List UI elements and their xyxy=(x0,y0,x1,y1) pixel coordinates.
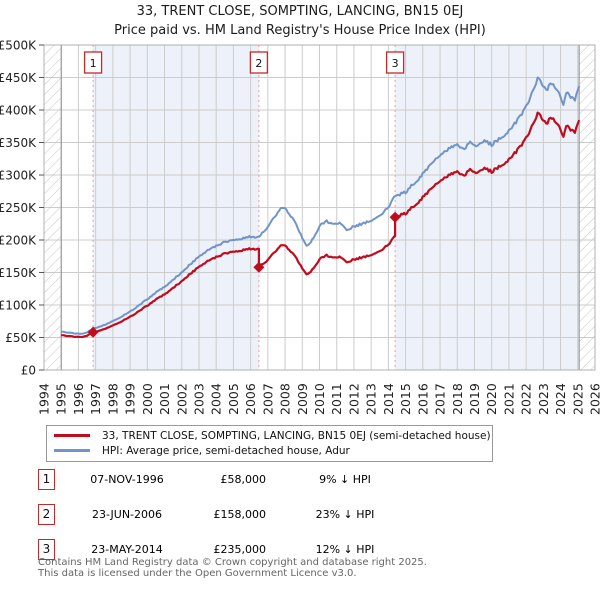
x-axis-tick-label: 2001 xyxy=(157,383,172,415)
legend-swatch-property-line xyxy=(54,433,90,437)
price-history-line-chart: £0 £50K £100K £150K £200K £250K £300K £350K £400… xyxy=(0,39,600,416)
sale-number-flag-label: 3 xyxy=(392,57,399,70)
footer-line-2: This data is licensed under the Open Gov… xyxy=(38,567,357,579)
x-axis-tick-label: 2026 xyxy=(588,383,600,415)
sale-point-diamond xyxy=(253,261,265,273)
sale-date: 23-JUN-2006 xyxy=(91,508,163,521)
sale-number-badge: 1 xyxy=(38,469,55,490)
x-axis-tick-label: 2008 xyxy=(278,383,293,415)
x-axis-tick-label: 2022 xyxy=(519,383,534,415)
sale-hpi-diff: 23% ↓ HPI xyxy=(315,508,375,521)
y-axis-tick-label: £450K xyxy=(0,71,37,85)
footer-line-1: Contains HM Land Registry data © Crown c… xyxy=(38,557,427,568)
sale-number-flag xyxy=(385,51,405,74)
legend-swatch-hpi-line xyxy=(54,448,90,452)
x-axis-tick-label: 2017 xyxy=(433,383,448,415)
x-axis-tick-label: 2002 xyxy=(174,383,189,415)
x-axis-tick-label: 2011 xyxy=(329,383,344,415)
y-axis-tick-label: £300K xyxy=(0,169,37,183)
y-axis-tick-label: £200K xyxy=(0,234,37,248)
x-axis-tick-label: 2018 xyxy=(450,383,465,415)
sale-number-flag-label: 1 xyxy=(90,57,97,70)
x-axis-tick-label: 2004 xyxy=(209,383,224,415)
sale-point-diamond xyxy=(87,326,99,338)
x-axis-tick-label: 1999 xyxy=(123,383,138,415)
x-axis-tick-label: 2025 xyxy=(570,383,585,415)
x-axis-tick-label: 2015 xyxy=(398,383,413,415)
sale-number-badge: 2 xyxy=(38,504,55,525)
chart-legend: 33, TRENT CLOSE, SOMPTING, LANCING, BN15… xyxy=(46,425,493,462)
page-title: 33, TRENT CLOSE, SOMPTING, LANCING, BN15… xyxy=(136,4,464,19)
x-axis-tick-label: 2003 xyxy=(191,383,206,415)
sale-price: £58,000 xyxy=(220,473,267,486)
x-axis-tick-label: 2021 xyxy=(501,383,516,415)
x-axis-tick-label: 2023 xyxy=(536,383,551,415)
x-axis-tick-label: 2024 xyxy=(553,383,568,415)
x-axis-tick-label: 2007 xyxy=(260,383,275,415)
sale-row-1: 1 07-NOV-1996 £58,000 9% ↓ HPI xyxy=(0,469,600,491)
sale-number-flag-label: 2 xyxy=(255,57,262,70)
y-axis-tick-label: £250K xyxy=(0,201,37,215)
no-data-hatched-region xyxy=(44,45,62,370)
y-axis-tick-label: £50K xyxy=(5,331,37,345)
x-axis-tick-label: 2020 xyxy=(484,383,499,415)
x-axis-tick-label: 1996 xyxy=(71,383,86,415)
x-axis-tick-label: 2019 xyxy=(467,383,482,415)
legend-item-property: 33, TRENT CLOSE, SOMPTING, LANCING, BN15… xyxy=(47,429,492,444)
x-axis-tick-label: 2000 xyxy=(140,383,155,415)
sale-price: £158,000 xyxy=(213,508,267,521)
x-axis-tick-label: 2016 xyxy=(415,383,430,415)
sale-price: £235,000 xyxy=(213,543,267,556)
x-axis-tick-label: 1994 xyxy=(37,383,52,415)
sale-point-diamond xyxy=(389,211,401,223)
sale-row-2: 2 23-JUN-2006 £158,000 23% ↓ HPI xyxy=(0,504,600,526)
y-axis-tick-label: £350K xyxy=(0,136,37,150)
x-axis-tick-label: 2009 xyxy=(295,383,310,415)
legend-label-property: 33, TRENT CLOSE, SOMPTING, LANCING, BN15… xyxy=(102,430,491,442)
sale-number-flag xyxy=(249,51,269,74)
y-axis-tick-label: £400K xyxy=(0,104,37,118)
sale-date: 07-NOV-1996 xyxy=(90,473,164,486)
x-axis-tick-label: 2012 xyxy=(346,383,361,415)
page-subtitle: Price paid vs. HM Land Registry's House … xyxy=(114,23,486,38)
x-axis-tick-label: 2010 xyxy=(312,383,327,415)
y-axis-tick-label: £500K xyxy=(0,39,37,53)
y-axis-tick-label: £0 xyxy=(21,364,36,378)
sale-hpi-diff: 9% ↓ HPI xyxy=(319,473,371,486)
y-axis-tick-label: £150K xyxy=(0,266,37,280)
legend-item-hpi: HPI: Average price, semi-detached house,… xyxy=(47,444,492,459)
sale-row-3: 3 23-MAY-2014 £235,000 12% ↓ HPI xyxy=(0,539,600,561)
no-data-hatched-region xyxy=(579,45,595,370)
x-axis-tick-label: 1995 xyxy=(54,383,69,415)
sale-hpi-diff: 12% ↓ HPI xyxy=(315,543,375,556)
x-axis-tick-label: 2005 xyxy=(226,383,241,415)
license-footer: Contains HM Land Registry data © Crown c… xyxy=(38,557,578,579)
sale-number-flag xyxy=(83,51,103,74)
legend-label-hpi: HPI: Average price, semi-detached house,… xyxy=(102,445,350,457)
x-axis-tick-label: 1997 xyxy=(88,383,103,415)
sale-date: 23-MAY-2014 xyxy=(91,543,163,556)
x-axis-tick-label: 2014 xyxy=(381,383,396,415)
hpi-series-line xyxy=(61,76,581,335)
x-axis-tick-label: 2006 xyxy=(243,383,258,415)
x-axis-tick-label: 1998 xyxy=(105,383,120,415)
sale-number-badge: 3 xyxy=(38,539,55,560)
x-axis-tick-label: 2013 xyxy=(364,383,379,415)
y-axis-tick-label: £100K xyxy=(0,299,37,313)
price-paid-series-line xyxy=(61,111,581,339)
